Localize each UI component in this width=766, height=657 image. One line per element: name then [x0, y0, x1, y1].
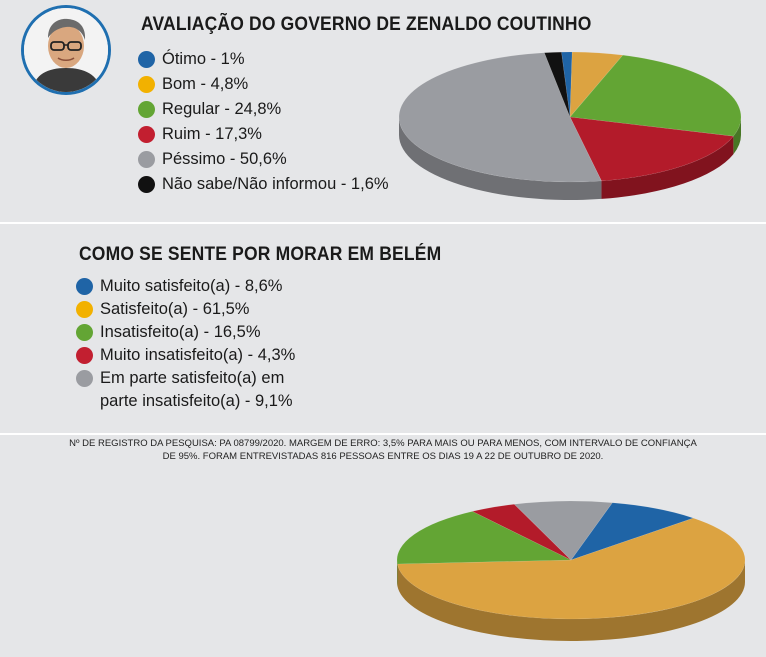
legend-dot-yellow	[138, 76, 155, 93]
legend-item-muito-insatisfeito: Muito insatisfeito(a) - 4,3%	[76, 344, 295, 367]
legend-dot-red	[138, 126, 155, 143]
legend-item-em-parte-line2: parte insatisfeito(a) - 9,1%	[76, 390, 295, 413]
legend-label: Insatisfeito(a) - 16,5%	[100, 323, 261, 342]
footer-line: DE 95%. FORAM ENTREVISTADAS 816 PESSOAS …	[0, 450, 766, 463]
portrait-photo	[24, 8, 108, 92]
pie-top	[399, 52, 741, 182]
legend-item-ruim: Ruim - 17,3%	[138, 122, 389, 147]
legend-item-regular: Regular - 24,8%	[138, 97, 389, 122]
governo-panel: AVALIAÇÃO DO GOVERNO DE ZENALDO COUTINHO…	[0, 0, 766, 222]
section-divider	[0, 433, 766, 435]
legend-label: Péssimo - 50,6%	[162, 150, 287, 169]
pie-top	[397, 501, 745, 619]
legend-dot-red	[76, 347, 93, 364]
legend-label: Muito insatisfeito(a) - 4,3%	[100, 346, 295, 365]
morar-belem-panel: COMO SE SENTE POR MORAR EM BELÉM Muito s…	[0, 224, 766, 433]
pie-chart	[395, 45, 750, 205]
chart-title: AVALIAÇÃO DO GOVERNO DE ZENALDO COUTINHO	[141, 14, 592, 36]
legend-label: Ruim - 17,3%	[162, 125, 262, 144]
footer-line: Nº DE REGISTRO DA PESQUISA: PA 08799/202…	[0, 437, 766, 450]
legend-dot-gray	[76, 370, 93, 387]
legend-dot-gray	[138, 151, 155, 168]
legend: Ótimo - 1% Bom - 4,8% Regular - 24,8% Ru…	[138, 47, 389, 197]
chart-title: COMO SE SENTE POR MORAR EM BELÉM	[79, 244, 441, 266]
legend-dot-green	[138, 101, 155, 118]
legend-label: Ótimo - 1%	[162, 50, 245, 69]
legend: Muito satisfeito(a) - 8,6% Satisfeito(a)…	[76, 275, 295, 413]
footer-note: Nº DE REGISTRO DA PESQUISA: PA 08799/202…	[0, 437, 766, 463]
legend-dot-yellow	[76, 301, 93, 318]
legend-label: Bom - 4,8%	[162, 75, 248, 94]
legend-label: parte insatisfeito(a) - 9,1%	[100, 392, 293, 411]
legend-dot-blue	[76, 278, 93, 295]
legend-item-pessimo: Péssimo - 50,6%	[138, 147, 389, 172]
legend-label: Não sabe/Não informou - 1,6%	[162, 175, 389, 194]
legend-label: Regular - 24,8%	[162, 100, 281, 119]
legend-item-nao-sabe: Não sabe/Não informou - 1,6%	[138, 172, 389, 197]
legend-item-satisfeito: Satisfeito(a) - 61,5%	[76, 298, 295, 321]
legend-dot-green	[76, 324, 93, 341]
legend-item-otimo: Ótimo - 1%	[138, 47, 389, 72]
legend-item-muito-satisfeito: Muito satisfeito(a) - 8,6%	[76, 275, 295, 298]
legend-label: Em parte satisfeito(a) em	[100, 369, 284, 388]
legend-dot-black	[138, 176, 155, 193]
legend-label: Muito satisfeito(a) - 8,6%	[100, 277, 282, 296]
legend-dot-blue	[138, 51, 155, 68]
pie-chart	[393, 492, 753, 657]
legend-label: Satisfeito(a) - 61,5%	[100, 300, 249, 319]
legend-item-em-parte: Em parte satisfeito(a) em	[76, 367, 295, 390]
legend-item-bom: Bom - 4,8%	[138, 72, 389, 97]
legend-item-insatisfeito: Insatisfeito(a) - 16,5%	[76, 321, 295, 344]
avatar	[24, 8, 108, 92]
